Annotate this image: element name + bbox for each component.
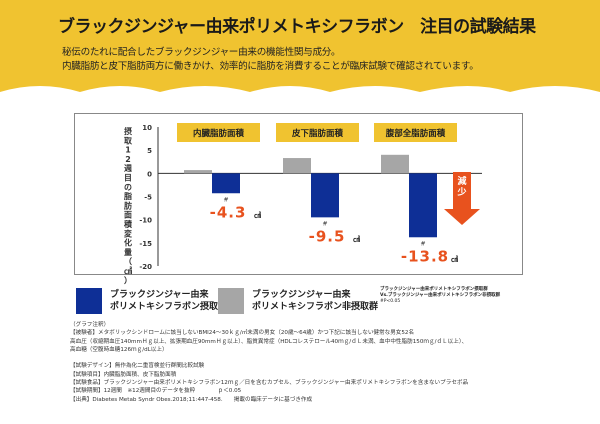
significance-mark: # bbox=[223, 196, 228, 203]
footnote-line: 【出典】Diabetes Metab Syndr Obes.2018;11:44… bbox=[70, 396, 313, 403]
category-label-box bbox=[276, 123, 359, 142]
subtitle-line-1: 秘伝のたれに配合したブラックジンジャー由来の機能性関与成分。 bbox=[62, 47, 341, 58]
y-axis-label-char: （ bbox=[124, 256, 132, 266]
y-tick-label: 10 bbox=[142, 124, 152, 132]
legend-label: ポリメトキシフラボン摂取群 bbox=[110, 302, 228, 312]
arrow-label-char: 減 bbox=[457, 175, 466, 187]
subtitle-line-2: 内臓脂肪と皮下脂肪両方に働きかけ、効率的に脂肪を消費することが臨床試験で確認され… bbox=[62, 61, 479, 72]
data-label-unit: ㎠ bbox=[254, 210, 261, 219]
significance-note: ブラックジンジャー由来ポリメトキシフラボン摂取群 Vs.ブラックジンジャー由来ポ… bbox=[380, 287, 500, 305]
footnotes: （グラフ注釈） 【被験者】メタボリックシンドロームに該当しないBMI24～30ｋｇ… bbox=[70, 321, 468, 404]
y-axis-label-char: 肪 bbox=[124, 200, 132, 210]
y-axis-label-char: ㎠ bbox=[124, 266, 132, 276]
footnote-line: 【被験者】メタボリックシンドロームに該当しないBMI24～30ｋｇ/㎡未満の男女… bbox=[70, 330, 415, 337]
legend-label: ブラックジンジャー由来 bbox=[252, 290, 351, 300]
header-background bbox=[0, 0, 600, 92]
y-axis-label-char: 目 bbox=[124, 174, 132, 183]
category-label-box bbox=[374, 123, 457, 142]
arrow-label-char: 少 bbox=[456, 186, 466, 198]
legend-label: ポリメトキシフラボン非摂取群 bbox=[252, 302, 379, 312]
footnote-line: 【試験項目】内臓脂肪面積、皮下脂肪面積 bbox=[70, 371, 177, 378]
data-label-unit: ㎠ bbox=[451, 254, 458, 263]
bar bbox=[212, 173, 240, 194]
y-tick-label: -5 bbox=[144, 194, 152, 202]
y-tick-label: 0 bbox=[147, 170, 152, 178]
legend-label: ブラックジンジャー由来 bbox=[110, 290, 209, 300]
y-axis-label-char: 変 bbox=[124, 228, 132, 238]
y-axis-label-char: 量 bbox=[124, 247, 132, 257]
y-axis-label-char: 面 bbox=[124, 211, 132, 220]
bar bbox=[311, 173, 339, 218]
legend-item-intake: ブラックジンジャー由来ポリメトキシフラボン摂取群 bbox=[76, 288, 227, 314]
legend-item-non-intake: ブラックジンジャー由来ポリメトキシフラボン非摂取群 bbox=[218, 288, 378, 314]
note-line: Vs.ブラックジンジャー由来ポリメトキシフラボン非摂取群 bbox=[380, 293, 501, 298]
y-tick-label: 5 bbox=[147, 147, 152, 155]
y-axis-label-char: の bbox=[124, 183, 132, 192]
footnote-line: 【試験デザイン】無作為化二重盲検並行群間比較試験 bbox=[70, 363, 205, 370]
footnote-line bbox=[70, 354, 468, 362]
data-label: -4.3 bbox=[210, 203, 247, 221]
note-line: #P<0.05 bbox=[380, 299, 401, 304]
footnote-line: （グラフ注釈） bbox=[70, 322, 110, 328]
bar bbox=[381, 154, 409, 174]
data-label-unit: ㎠ bbox=[353, 234, 360, 243]
page-title: ブラックジンジャー由来ポリメトキシフラボン 注目の試験結果 bbox=[58, 17, 536, 37]
data-label: -9.5 bbox=[309, 227, 346, 245]
category-label: 内臓脂肪面積 bbox=[193, 128, 245, 139]
y-tick-label: -10 bbox=[139, 217, 152, 225]
y-axis-label-char: ） bbox=[124, 275, 132, 285]
significance-mark: # bbox=[420, 240, 425, 247]
bar bbox=[184, 170, 212, 174]
category-label-box bbox=[177, 123, 260, 142]
y-axis-label-char: 積 bbox=[123, 219, 133, 229]
significance-mark: # bbox=[322, 220, 327, 227]
note-line: ブラックジンジャー由来ポリメトキシフラボン摂取群 bbox=[380, 287, 488, 292]
bar bbox=[283, 158, 311, 174]
footnote-line: 高血糖（空腹時血糖126ｍｇ/dL以上） bbox=[70, 346, 168, 353]
y-axis-label-char: 1 bbox=[125, 146, 131, 155]
y-axis-label-char: 2 bbox=[125, 155, 131, 164]
y-axis-label-char: 週 bbox=[124, 164, 132, 173]
category-label: 皮下脂肪面積 bbox=[291, 128, 344, 139]
decrease-arrow-icon bbox=[444, 172, 480, 225]
legend-swatch bbox=[218, 288, 244, 314]
data-label: -13.8 bbox=[401, 247, 449, 265]
category-label: 腹部全脂肪面積 bbox=[385, 128, 446, 139]
footnote-line: 【試験食品】ブラックジンジャー由来ポリメトキシフラボン12ｍｇ／日を含むカプセル… bbox=[70, 380, 469, 387]
chart-frame bbox=[74, 113, 523, 275]
legend-swatch bbox=[76, 288, 102, 314]
y-tick-label: -15 bbox=[139, 240, 152, 248]
y-axis-label-char: 摂 bbox=[124, 126, 132, 136]
y-tick-label: -20 bbox=[139, 263, 152, 271]
bar bbox=[409, 173, 437, 238]
footnote-line: 【試験期間】12週間 ※12週間目のデータを抜粋 ｐ＜0.05 bbox=[70, 388, 242, 395]
y-axis-label-char: 化 bbox=[124, 238, 132, 248]
y-axis-label-char: 脂 bbox=[123, 191, 132, 201]
y-axis-label-char: 取 bbox=[124, 136, 132, 145]
footnote-line: 高血圧（収縮期血圧140mmＨｇ以上、拡張期血圧90mmＨｇ以上）、脂質異常症（… bbox=[70, 338, 468, 345]
